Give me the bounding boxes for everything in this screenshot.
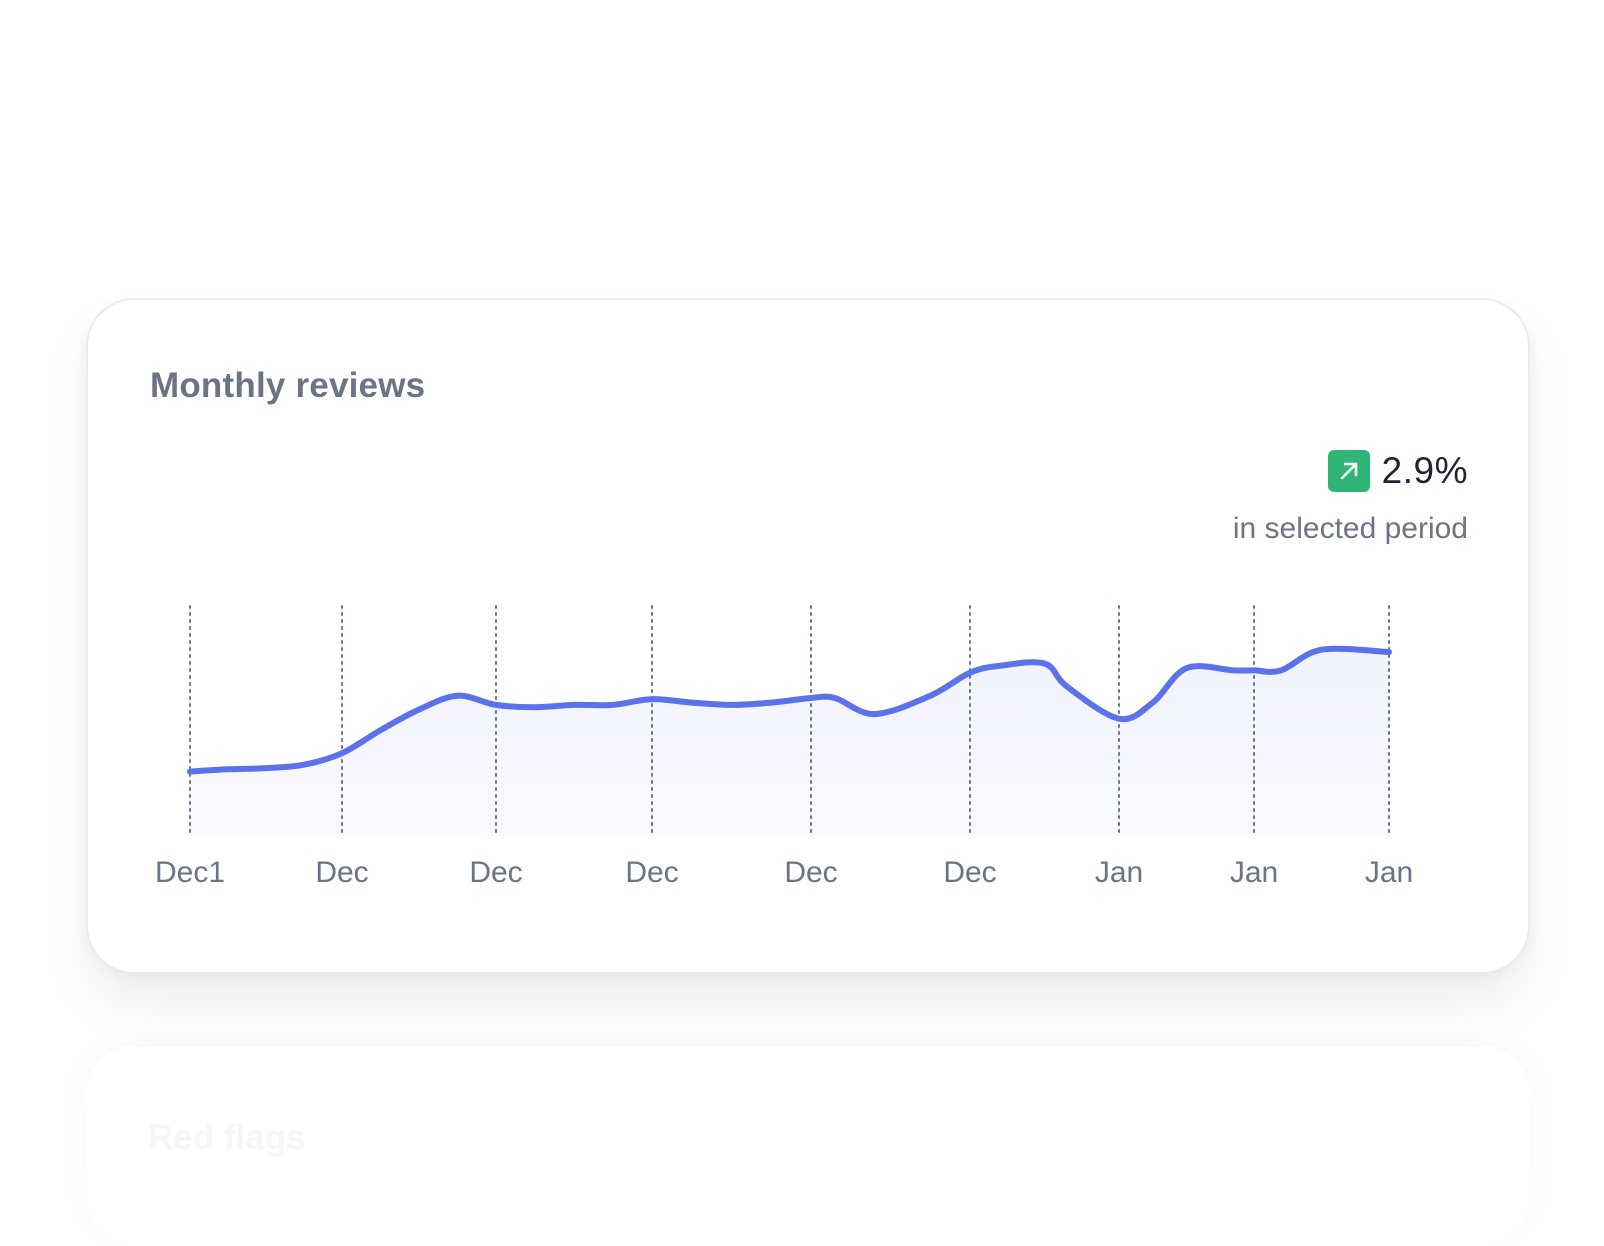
x-tick-label: Dec [315, 856, 368, 889]
change-percent: 2.9% [1381, 450, 1468, 491]
x-tick-label: Jan [1365, 856, 1413, 889]
x-tick-label: Dec [469, 856, 522, 889]
reviews-line-chart: Dec1 Dec Dec Dec Dec Dec Jan Jan Jan [155, 605, 1413, 889]
x-tick-label: Dec [943, 856, 996, 889]
x-tick-label: Dec1 [155, 856, 225, 889]
x-tick-label: Dec [784, 856, 837, 889]
arrow-up-right-icon [1327, 450, 1370, 492]
monthly-reviews-card: Monthly reviews 2.9% in selected period … [86, 298, 1530, 974]
card-title: Monthly reviews [150, 366, 426, 405]
series-line [187, 645, 1392, 775]
change-caption: in selected period [1232, 512, 1468, 545]
x-tick-label: Dec [625, 856, 678, 889]
card-title: Red flags [148, 1118, 306, 1157]
area-fill [190, 648, 1389, 836]
red-flags-card: Red flags [86, 1046, 1530, 1246]
x-tick-label: Jan [1230, 856, 1278, 889]
change-stat: 2.9% [1327, 450, 1468, 492]
x-tick-label: Jan [1095, 856, 1143, 889]
